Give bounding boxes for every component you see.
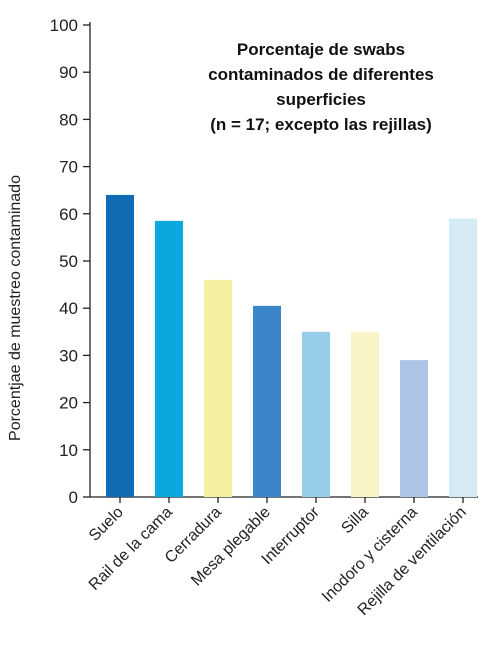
x-tick-label: Suelo — [86, 504, 127, 545]
y-tick-label: 100 — [50, 16, 78, 35]
bar — [449, 218, 477, 497]
bar — [253, 305, 281, 497]
bar — [155, 220, 183, 497]
chart-title-line: Porcentaje de swabs — [237, 40, 405, 59]
bar — [302, 331, 330, 497]
bar — [400, 360, 428, 497]
y-tick-label: 0 — [69, 488, 78, 507]
bar — [351, 331, 379, 497]
bar — [106, 194, 134, 498]
y-tick-label: 10 — [59, 441, 78, 460]
chart-title: Porcentaje de swabs contaminados de difer… — [208, 40, 434, 134]
y-axis-title: Porcentjae de muestreo contaminado — [7, 175, 24, 441]
bars — [106, 194, 477, 498]
y-tick-label: 70 — [59, 158, 78, 177]
axes: 0 10 20 30 40 50 60 70 80 90 100 — [50, 16, 478, 507]
chart-title-line: (n = 17; excepto las rejillas) — [210, 115, 432, 134]
x-tick-label: Silla — [338, 504, 371, 537]
y-tick-label: 60 — [59, 205, 78, 224]
x-tick-label: Rail de la cama — [86, 504, 176, 594]
y-tick-label: 20 — [59, 394, 78, 413]
y-tick-label: 40 — [59, 299, 78, 318]
y-tick-label: 80 — [59, 110, 78, 129]
y-tick-label: 30 — [59, 346, 78, 365]
y-tick-label: 50 — [59, 252, 78, 271]
bar — [204, 279, 232, 497]
chart-title-line: contaminados de diferentes — [208, 65, 434, 84]
y-tick-label: 90 — [59, 63, 78, 82]
chart-title-line: superficies — [276, 90, 366, 109]
